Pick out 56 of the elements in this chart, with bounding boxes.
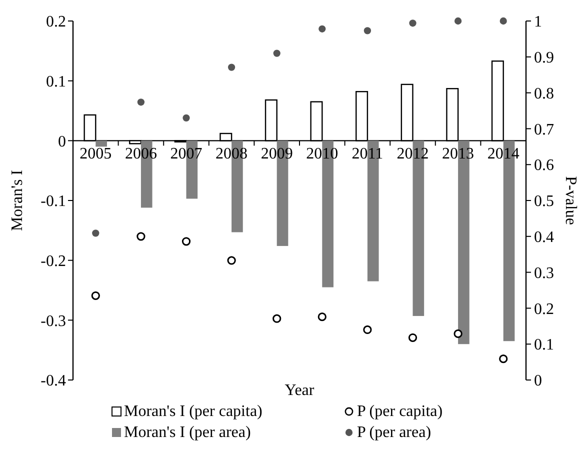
y-tick-label: -0.2 — [40, 252, 66, 270]
y2-tick-label: 1 — [534, 14, 542, 31]
legend-label: P (per capita) — [357, 403, 443, 420]
y-tick-label: -0.3 — [40, 312, 66, 330]
y2-tick-label: 0.7 — [534, 121, 554, 138]
x-tick-label: 2008 — [216, 146, 248, 163]
point — [454, 17, 462, 25]
point — [409, 20, 416, 27]
y-tick-label: -0.4 — [40, 372, 66, 390]
y-tick-label: 0.1 — [46, 73, 66, 90]
y-tick-label: 0 — [58, 133, 66, 150]
y2-tick-label: 0.6 — [534, 157, 554, 174]
point — [272, 314, 282, 323]
x-tick-label: 2005 — [80, 146, 112, 163]
y2-tick-label: 0.9 — [534, 50, 554, 66]
point — [273, 50, 280, 57]
x-tick-label: 2006 — [124, 146, 157, 163]
y2-tick-label: 0.4 — [534, 229, 554, 246]
point — [92, 230, 100, 237]
x-tick-label: 2012 — [396, 146, 429, 163]
y2-tick-label: 0.2 — [534, 300, 554, 318]
point — [500, 17, 507, 25]
point — [499, 354, 508, 364]
y-axis-title: Moran's I — [9, 170, 26, 232]
x-tick-label: 2010 — [306, 146, 338, 163]
x-tick-label: 2011 — [352, 146, 384, 163]
y2-tick-label: 0.8 — [534, 85, 554, 102]
point — [227, 256, 236, 265]
y-tick-label: -0.1 — [40, 193, 66, 210]
y2-tick-label: 0.3 — [534, 264, 554, 282]
x-tick-label: 2013 — [442, 146, 474, 163]
point — [136, 232, 146, 241]
bar — [96, 140, 107, 147]
point — [182, 114, 190, 122]
point — [137, 98, 145, 106]
point — [91, 291, 100, 300]
point — [364, 27, 372, 34]
point — [363, 325, 372, 334]
y-tick-label: 0.2 — [46, 14, 66, 31]
y2-tick-label: 0 — [534, 372, 542, 390]
point — [182, 237, 191, 246]
y2-tick-label: 0.5 — [534, 193, 554, 210]
x-tick-label: 2007 — [170, 146, 202, 163]
point — [318, 25, 326, 32]
legend-label: P (per area) — [357, 424, 432, 441]
point — [408, 333, 418, 342]
legend-label: Moran's I (per area) — [124, 424, 251, 441]
point — [318, 312, 326, 322]
point — [454, 329, 462, 338]
legend-label: Moran's I (per capita) — [124, 403, 262, 420]
x-axis-title: Year — [284, 382, 315, 399]
y2-axis-title: P-value — [562, 176, 579, 225]
point — [228, 64, 236, 71]
y2-tick-label: 0.1 — [534, 336, 554, 354]
x-tick-label: 2009 — [260, 146, 293, 163]
x-tick-label: 2014 — [487, 146, 520, 163]
